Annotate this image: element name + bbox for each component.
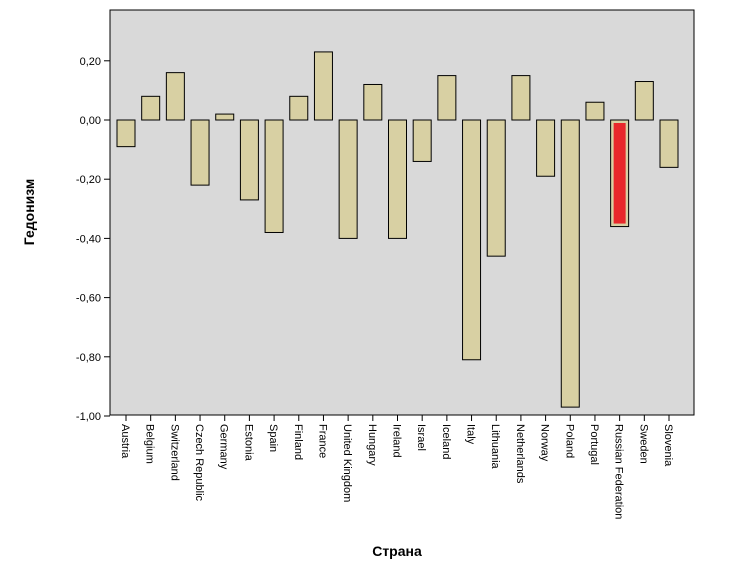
bar-estonia [239,119,259,201]
bar-norway [536,119,556,177]
y-tick-label: -0,40 [76,233,101,245]
x-tick-label: Germany [218,424,230,470]
x-tick-label: Lithuania [489,424,501,470]
x-tick-label: Portugal [588,424,600,465]
bar-lithuania [486,119,506,257]
x-tick-label: Poland [563,424,575,458]
bar-iceland [437,75,457,121]
x-tick-label: Ireland [391,424,403,458]
bar-germany [215,113,235,121]
bar-netherlands [511,75,531,121]
y-tick-label: -0,80 [76,352,101,364]
x-tick-label: United Kingdom [341,424,353,502]
bar-portugal [585,101,605,121]
y-tick-label: -1,00 [76,411,101,423]
bar-united-kingdom [338,119,358,239]
y-tick-label: -0,60 [76,293,101,305]
bars-group [116,51,679,408]
bar-belgium [141,95,161,121]
bar-france [313,51,333,121]
bar-israel [412,119,432,162]
bar-slovenia [659,119,679,168]
x-tick-label: Russian Federation [613,424,625,519]
x-tick-label: Switzerland [168,424,180,481]
x-tick-label: Israel [415,424,427,451]
x-axis: Austria Belgium Switzerland Czech Republic G… [119,415,674,519]
y-tick-label: 0,20 [80,56,101,68]
x-tick-label: Iceland [440,424,452,459]
bar-italy [462,119,482,361]
x-tick-label: Italy [465,424,477,445]
bar-sweden [634,81,654,121]
x-tick-label: Hungary [366,424,378,466]
y-axis-title: Гедонизм [21,179,37,245]
x-tick-label: Netherlands [514,424,526,484]
x-tick-label: Estonia [242,424,254,462]
bar-finland [289,95,309,121]
y-tick-label: 0,00 [80,115,101,127]
bar-czech-republic [190,119,210,186]
bar-austria [116,119,136,148]
x-tick-label: Austria [119,424,131,459]
x-tick-label: Slovenia [662,424,674,467]
bar-highlight-fill [613,123,626,224]
bar-ireland [388,119,407,239]
x-tick-label: Sweden [637,424,649,464]
y-tick-label: -0,20 [76,174,101,186]
x-axis-title: Страна [372,543,422,559]
bar-switzerland [165,72,185,121]
bar-poland [560,119,580,408]
x-tick-label: Norway [539,424,551,462]
x-tick-label: Spain [267,424,279,452]
bar-spain [264,119,284,233]
bar-hungary [363,83,383,121]
y-axis: 0,20 0,00 -0,20 -0,40 -0,60 -0,80 -1,00 [76,56,110,423]
x-tick-label: Czech Republic [193,424,205,502]
x-tick-label: Belgium [144,424,156,464]
x-tick-label: France [316,424,328,458]
x-tick-label: Finland [292,424,304,460]
